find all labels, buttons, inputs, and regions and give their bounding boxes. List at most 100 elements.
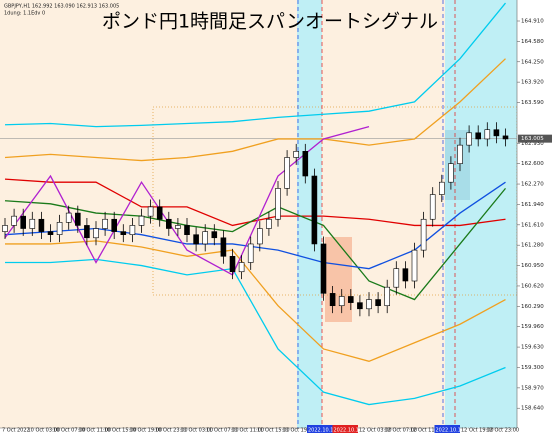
x-label: 11 Oct 07:00 [206,428,239,434]
y-tick-label: 164.580 [521,39,544,45]
x-label: 10 Oct 11:00 [79,428,112,434]
current-price-label: 163.005 [521,136,544,142]
candle-body [138,215,145,226]
candle-body [166,218,172,229]
y-tick-label: 161.280 [521,243,544,249]
y-tick-label: 164.910 [521,18,544,24]
x-label: 12 Oct 11:00 [410,428,443,434]
x-label: 10 Oct 03:00 [28,428,61,434]
candle-body [247,243,254,263]
signal-zone [297,0,322,428]
candle-body [256,228,263,245]
signal-zone [445,0,517,428]
candle-body [184,225,190,235]
candle-body [147,206,154,217]
candle-body [102,218,108,229]
header: GBPJPY,H1 162.992 163.090 162.913 163.00… [4,4,119,10]
candle-body [502,135,509,140]
candle-body [2,225,8,232]
y-tick-label: 162.600 [521,161,544,167]
candle-body [38,218,45,232]
candle-body [293,151,300,158]
indicator-line [4,2,507,128]
x-label: 11 Oct 15:00 [257,428,290,434]
indicator-line [5,240,506,362]
candle-body [238,262,245,273]
candle-body [438,181,445,195]
x-label: 12 Oct 07:00 [385,428,418,434]
candle-body [320,243,327,294]
x-label: 2022.10.11 20:00 [308,428,353,434]
x-label-highlight [332,425,358,433]
candle-body [384,286,391,307]
candle-body [420,218,427,251]
indicator-line [4,125,370,276]
candle-body [65,212,72,223]
x-label-highlight [434,425,460,433]
candle-body [211,231,218,239]
candle-body [47,231,54,235]
subheader: 1dung: 1.1Edv 0 [4,11,45,17]
candle-body [411,249,418,282]
y-tick-label: 160.950 [521,263,544,269]
indicator-line [4,58,506,162]
candle-body [402,268,409,282]
candle-body [393,268,400,288]
candle-body [175,225,181,229]
y-tick-label: 164.250 [521,59,544,65]
candle-body [366,299,372,310]
y-tick-label: 161.610 [521,222,544,228]
price-axis-bg [517,0,552,434]
y-tick-label: 159.630 [521,345,544,351]
y-tick-label: 160.620 [521,283,544,289]
candle-body [129,225,136,235]
candle-body [493,129,500,137]
y-tick-label: 163.590 [521,100,544,106]
candle-body [466,132,472,146]
candle-body [375,299,381,307]
y-tick-label: 159.300 [521,365,544,371]
candle-body [266,218,272,229]
x-label: 7 Oct 2022 [2,428,30,434]
x-label: 12 Oct 19:00 [461,428,494,434]
signal-lines [297,0,456,428]
candle-body [120,231,127,235]
x-label: 11 Oct 03:00 [181,428,214,434]
candle-body [84,225,90,239]
candle-body [329,293,336,307]
candle-body [484,129,491,140]
candle-body [56,222,63,235]
current-price-box [518,134,552,143]
candle-body [284,157,290,189]
x-label: 10 Oct 07:00 [53,428,86,434]
candle-body [193,234,199,245]
y-tick-label: 161.940 [521,202,544,208]
chart-title: ポンド円1時間足スパンオートシグナル [102,11,438,33]
candle-body [475,132,482,140]
candle-body [429,194,436,220]
x-label: 2022.10.11 22:00 [334,428,379,434]
candle-body [338,296,345,307]
candle-body [29,218,36,229]
x-label: 10 Oct 19:00 [130,428,163,434]
y-tick-label: 158.640 [521,406,544,412]
y-tick-label: 163.920 [521,80,544,86]
indicator-line [5,258,506,406]
x-label: 11 Oct 11:00 [232,428,265,434]
y-tick-label: 158.970 [521,385,544,391]
candle-body [357,302,363,310]
y-tick-label: 162.930 [521,141,544,147]
x-label: 10 Oct 15:00 [104,428,137,434]
x-label: 11 Oct 19:00 [283,428,316,434]
x-label: 12 Oct 03:00 [359,428,392,434]
x-label: 2022.10.12 17:00 [436,428,481,434]
candle-body [457,144,463,164]
y-tick-label: 159.960 [521,324,544,330]
candle-body [156,206,163,220]
candle-body [111,218,117,232]
candle-body [229,256,236,273]
candle-body [275,188,281,220]
candle-body [20,215,27,229]
candle-body [220,237,227,257]
x-label-highlight [307,425,333,433]
